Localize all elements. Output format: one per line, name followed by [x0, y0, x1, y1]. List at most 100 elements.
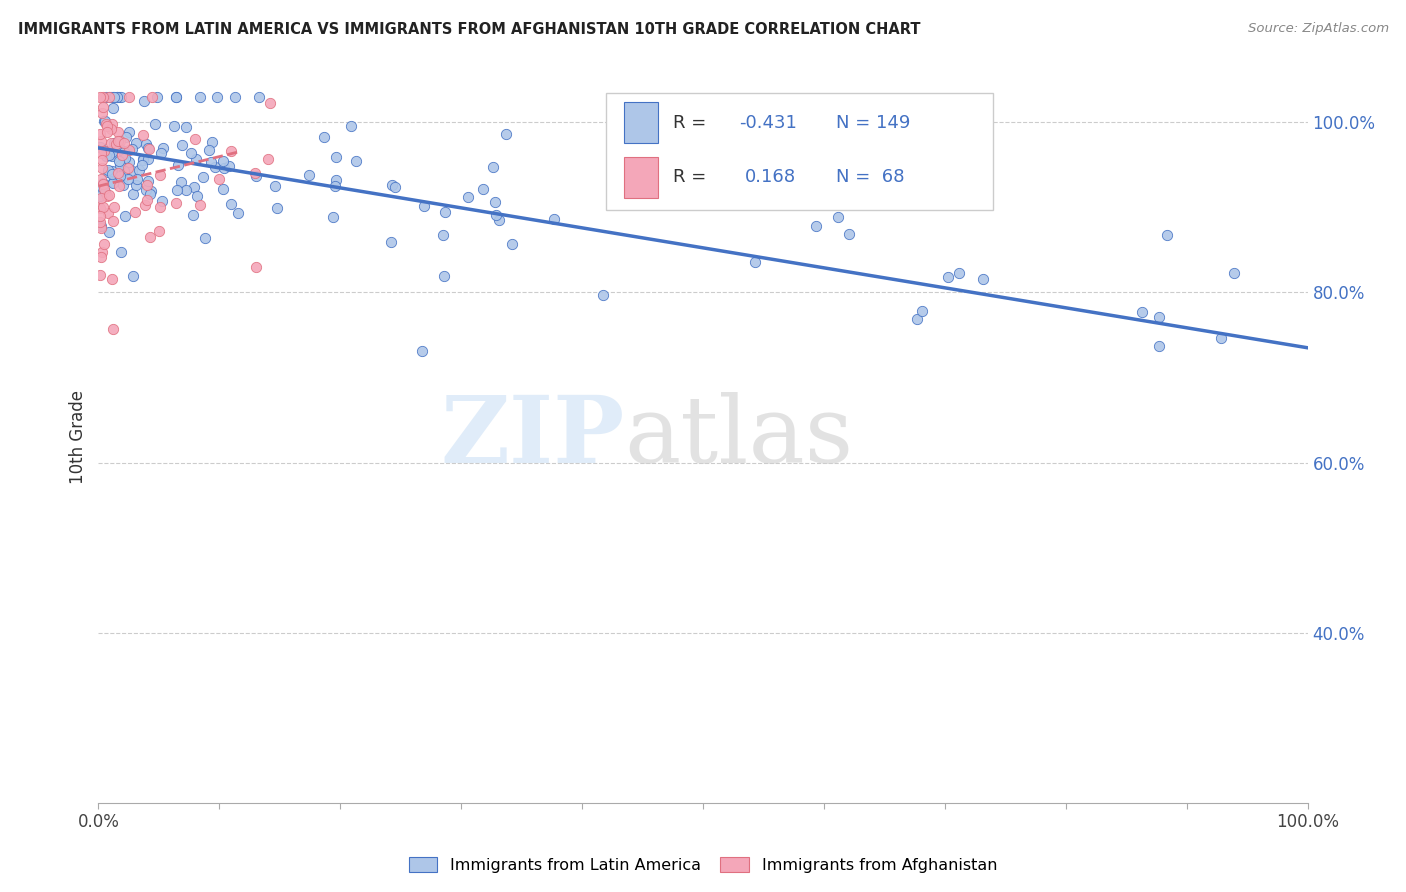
Point	[117, 161, 139, 175]
Point	[94, 90, 117, 104]
Point	[90, 134, 112, 148]
Point	[96, 117, 118, 131]
Point	[170, 175, 193, 189]
Point	[132, 128, 155, 142]
Point	[89, 189, 111, 203]
Point	[124, 205, 146, 219]
Point	[413, 199, 436, 213]
Point	[96, 189, 118, 203]
Point	[180, 146, 202, 161]
Point	[325, 173, 347, 187]
Point	[224, 90, 246, 104]
Point	[98, 90, 121, 104]
Point	[112, 145, 135, 160]
Point	[90, 220, 112, 235]
Point	[114, 209, 136, 223]
Point	[103, 136, 125, 151]
Text: IMMIGRANTS FROM LATIN AMERICA VS IMMIGRANTS FROM AFGHANISTAN 10TH GRADE CORRELAT: IMMIGRANTS FROM LATIN AMERICA VS IMMIGRA…	[18, 22, 921, 37]
Point	[471, 182, 494, 196]
Point	[89, 140, 111, 154]
Point	[592, 288, 614, 302]
Point	[125, 172, 148, 186]
Point	[101, 90, 124, 104]
Point	[108, 158, 131, 172]
Point	[165, 195, 187, 210]
Point	[110, 90, 132, 104]
Point	[149, 146, 172, 161]
Point	[111, 152, 134, 166]
Point	[90, 172, 112, 186]
Point	[481, 160, 503, 174]
Point	[152, 141, 174, 155]
Point	[112, 164, 135, 178]
Point	[91, 176, 114, 190]
Point	[148, 224, 170, 238]
Point	[488, 213, 510, 227]
Point	[101, 175, 124, 189]
Point	[96, 119, 118, 133]
Point	[433, 204, 456, 219]
Point	[100, 90, 122, 104]
Point	[381, 178, 404, 193]
Point	[938, 269, 960, 284]
Text: 0.168: 0.168	[745, 169, 796, 186]
Point	[104, 136, 127, 151]
Point	[89, 201, 111, 215]
Point	[200, 155, 222, 169]
Text: N =  68: N = 68	[837, 169, 904, 186]
Point	[112, 164, 135, 178]
Point	[186, 188, 208, 202]
Point	[91, 180, 114, 194]
Point	[243, 166, 266, 180]
Point	[184, 153, 207, 167]
Point	[201, 135, 224, 149]
Point	[218, 159, 240, 173]
Point	[89, 215, 111, 229]
Point	[108, 179, 131, 194]
Point	[484, 195, 506, 210]
Point	[103, 214, 125, 228]
Point	[136, 174, 159, 188]
Point	[138, 142, 160, 156]
Point	[1211, 331, 1233, 345]
Point	[89, 209, 111, 223]
Point	[125, 178, 148, 192]
Point	[107, 141, 129, 155]
Point	[97, 163, 120, 178]
Point	[97, 148, 120, 162]
Point	[91, 153, 114, 167]
Point	[98, 225, 121, 239]
Text: atlas: atlas	[624, 392, 853, 482]
Point	[344, 154, 367, 169]
Point	[91, 90, 114, 104]
Point	[485, 208, 508, 222]
Point	[101, 167, 124, 181]
Point	[145, 90, 167, 104]
Point	[245, 169, 267, 183]
Point	[181, 208, 204, 222]
Point	[101, 321, 124, 335]
FancyBboxPatch shape	[624, 103, 658, 143]
Point	[323, 179, 346, 194]
Point	[495, 127, 517, 141]
Point	[100, 136, 122, 150]
Point	[165, 90, 187, 104]
Point	[101, 176, 124, 190]
Point	[1147, 310, 1170, 324]
Point	[117, 90, 139, 104]
Point	[107, 125, 129, 139]
Y-axis label: 10th Grade: 10th Grade	[69, 390, 87, 484]
Point	[188, 90, 211, 104]
Point	[191, 169, 214, 184]
Point	[100, 271, 122, 285]
Point	[1156, 227, 1178, 242]
Legend: Immigrants from Latin America, Immigrants from Afghanistan: Immigrants from Latin America, Immigrant…	[402, 851, 1004, 880]
FancyBboxPatch shape	[606, 94, 993, 211]
Point	[194, 231, 217, 245]
Point	[93, 182, 115, 196]
Point	[166, 158, 188, 172]
Point	[111, 148, 134, 162]
Point	[89, 268, 111, 283]
Point	[91, 106, 114, 120]
Point	[150, 194, 173, 209]
